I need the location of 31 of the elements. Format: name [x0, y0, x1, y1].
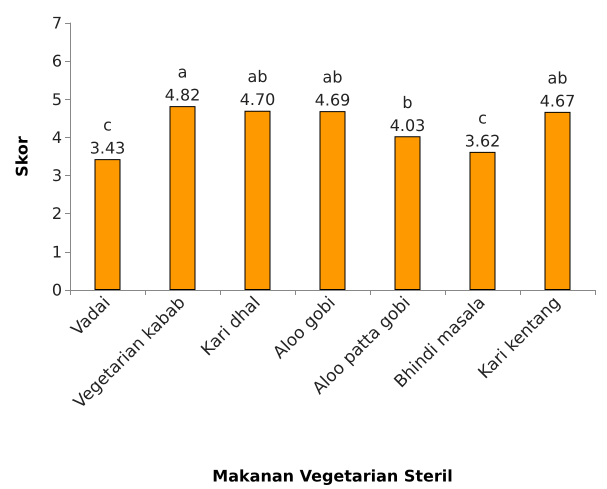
annotation: ab [248, 67, 268, 86]
y-tick-label: 7 [52, 14, 62, 32]
data-label: 3.62 [464, 131, 500, 150]
data-label: 4.03 [390, 116, 426, 135]
annotation: c [478, 108, 487, 128]
data-label: 4.70 [240, 90, 276, 110]
bar [244, 110, 270, 290]
bar [170, 106, 196, 290]
bar [320, 111, 346, 290]
data-label: 3.43 [90, 138, 126, 158]
y-tick-label: 4 [52, 128, 62, 147]
y-tick-label: 6 [52, 52, 62, 71]
y-tick-label: 5 [52, 90, 62, 109]
y-tick-label: 1 [52, 242, 62, 262]
data-label: 4.67 [540, 91, 576, 110]
annotation: ab [322, 68, 342, 87]
annotation: ab [548, 68, 568, 88]
bar [470, 152, 496, 290]
annotation: b [402, 92, 413, 112]
y-tick-label: 0 [52, 280, 62, 300]
y-tick-label: 3 [52, 166, 62, 186]
data-label: 4.69 [314, 90, 350, 110]
bar [94, 159, 120, 290]
bar [544, 112, 570, 290]
x-axis-title: Makanan Vegetarian Steril [212, 466, 453, 486]
bar [394, 136, 420, 290]
y-axis-title: Skor [12, 136, 32, 177]
data-label: 4.82 [164, 86, 200, 105]
y-tick-label: 2 [52, 204, 62, 224]
annotation: a [178, 62, 188, 82]
annotation: c [103, 116, 112, 135]
